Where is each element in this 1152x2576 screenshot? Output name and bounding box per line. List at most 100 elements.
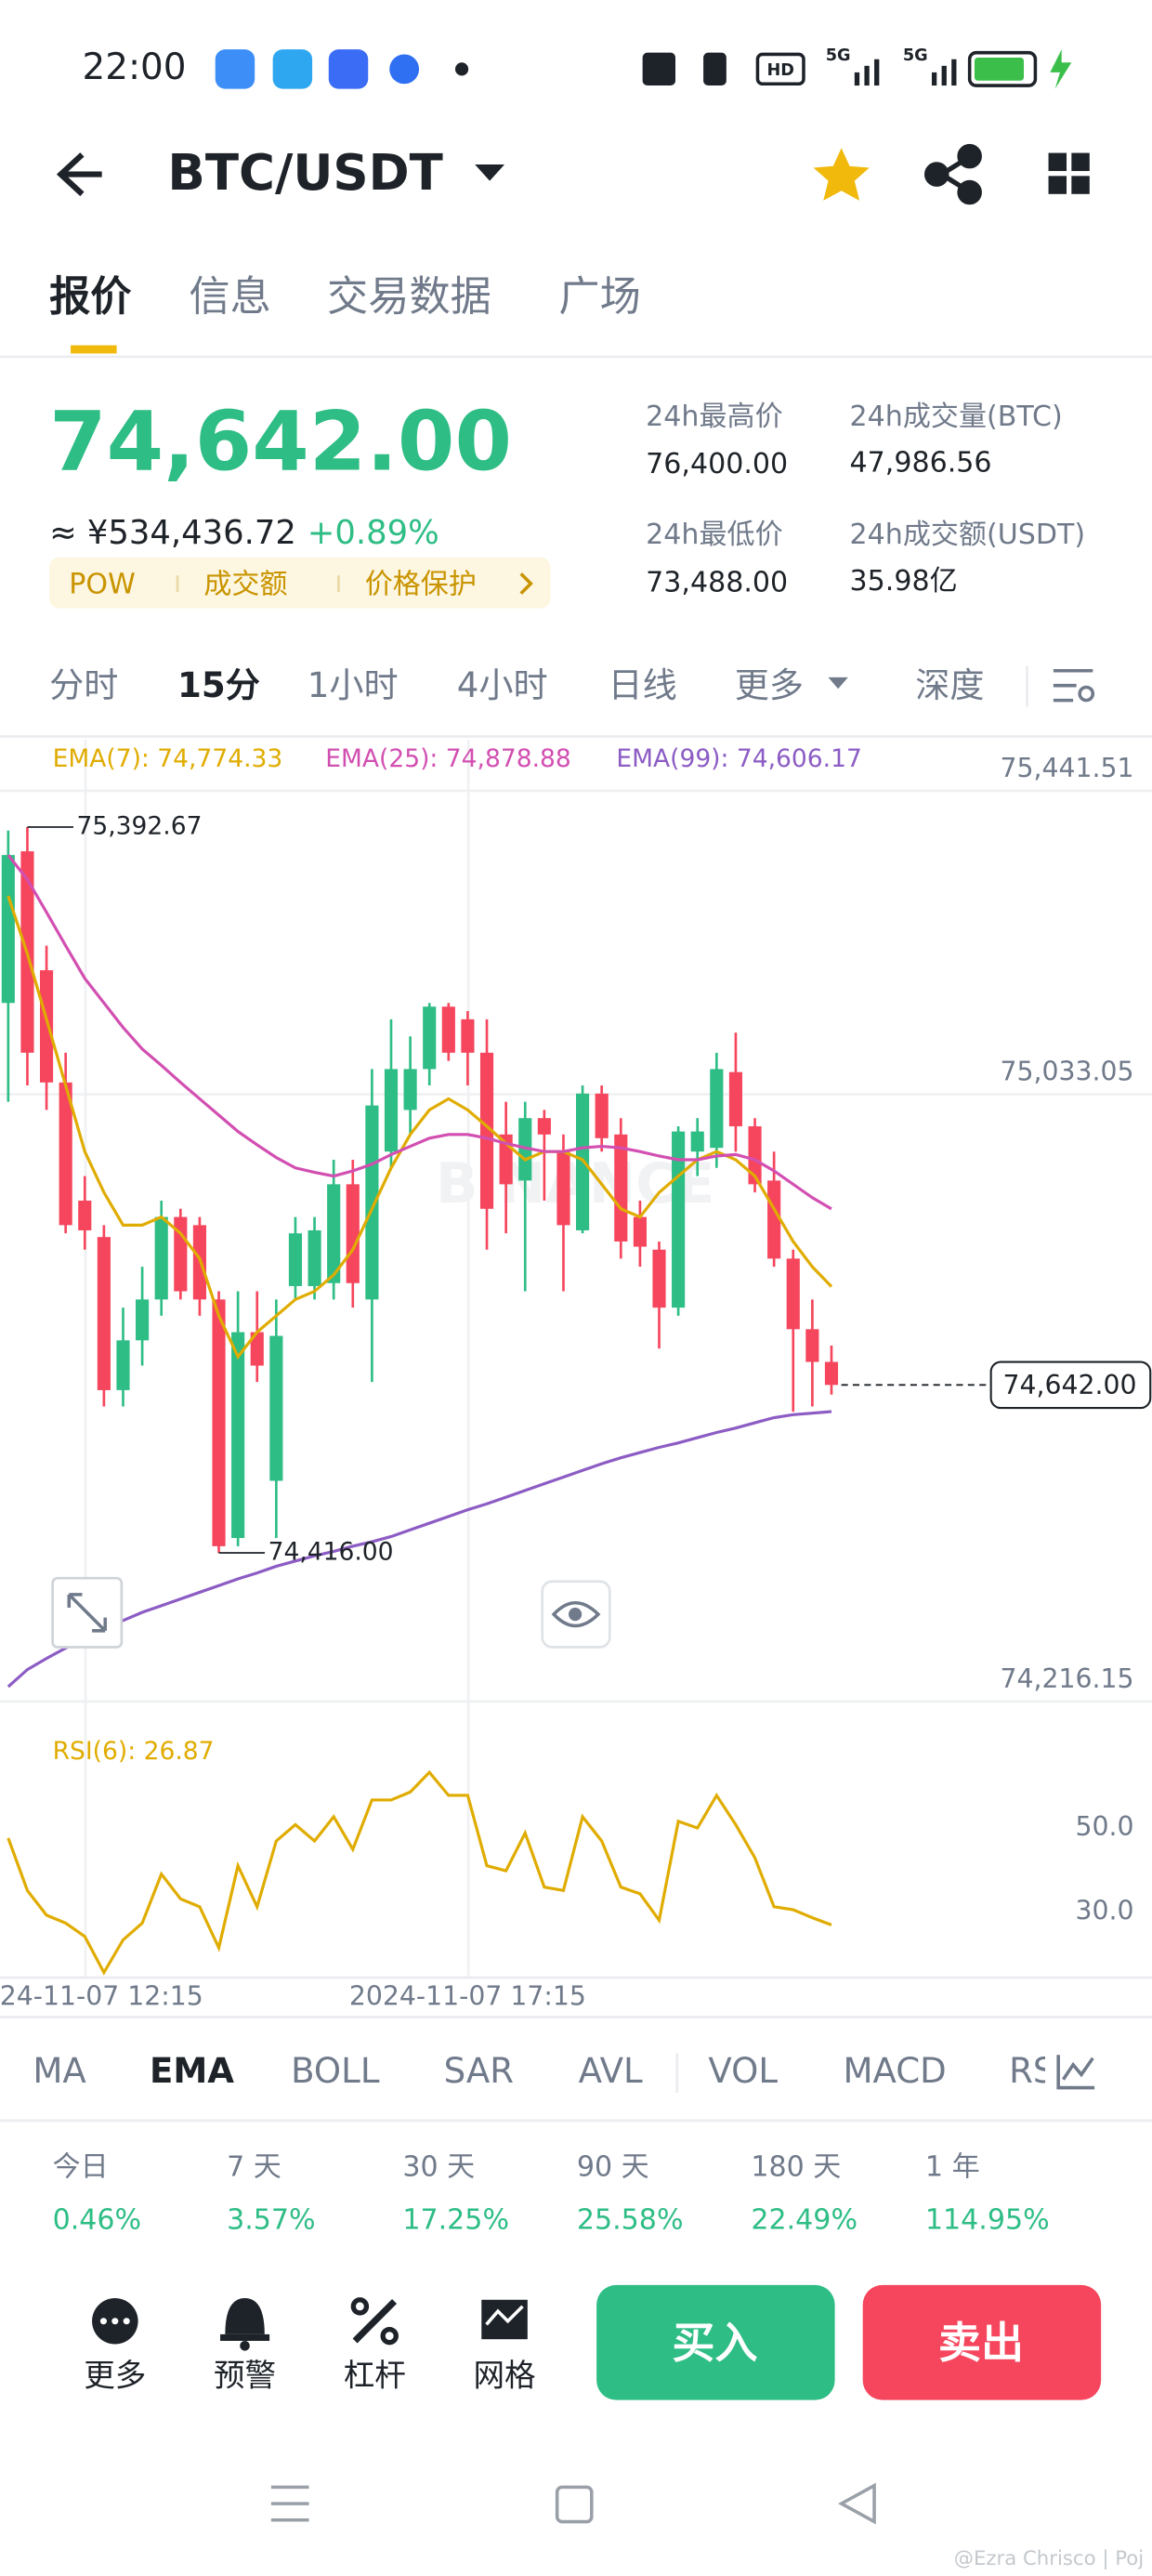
- action-label: 预警: [214, 2357, 276, 2393]
- tag: 价格保护: [365, 568, 477, 600]
- candle-body: [537, 1118, 551, 1135]
- candle-body: [652, 1249, 666, 1308]
- chart-settings[interactable]: [1053, 669, 1095, 703]
- action-more[interactable]: 更多: [84, 2297, 146, 2393]
- annotation-label: 75,392.67: [77, 811, 203, 840]
- tab[interactable]: 报价: [49, 273, 132, 321]
- back-button[interactable]: [56, 152, 102, 197]
- indicator-tab[interactable]: MA: [33, 2051, 86, 2091]
- interval[interactable]: 日线: [608, 665, 676, 705]
- candle-body: [461, 1019, 475, 1053]
- buy-button[interactable]: 买入: [596, 2284, 835, 2400]
- candle-body: [308, 1229, 321, 1286]
- nav-bar: [270, 2482, 876, 2525]
- period-label: 30 天: [402, 2151, 475, 2184]
- indicator-tab[interactable]: BOLL: [291, 2051, 380, 2091]
- interval[interactable]: 分时: [49, 665, 118, 705]
- status-hd: HD: [766, 61, 793, 80]
- performance-row: 今日 0.46% 7 天 3.57% 30 天 17.25% 90 天 25.58% 180 天…: [53, 2151, 1050, 2237]
- candle-body: [250, 1332, 264, 1366]
- candle-body: [327, 1184, 341, 1283]
- candle-body: [116, 1340, 130, 1390]
- candle-body: [672, 1131, 686, 1308]
- fullscreen-button[interactable]: [51, 1576, 124, 1649]
- candle-body: [365, 1105, 379, 1300]
- status-app-icons: [215, 49, 469, 89]
- interval[interactable]: 15分: [177, 665, 260, 705]
- candle-body: [710, 1069, 724, 1149]
- buy-label: 买入: [672, 2318, 757, 2368]
- candle-body: [231, 1332, 245, 1539]
- price-chart: 74,216.1575,033.0575,441.51BINANCEEMA(7)…: [0, 740, 1152, 1978]
- indicator-tab[interactable]: RSI: [1009, 2051, 1065, 2091]
- candle-body: [748, 1125, 762, 1185]
- period-label: 今日: [53, 2151, 109, 2184]
- share-button[interactable]: [924, 143, 982, 205]
- layout-button[interactable]: [1048, 152, 1090, 194]
- action-grid[interactable]: 网格: [473, 2299, 536, 2394]
- interval[interactable]: 更多: [735, 665, 804, 705]
- candle-body: [59, 1082, 72, 1226]
- ema-line: [7, 1410, 832, 1689]
- indicator-tab[interactable]: EMA: [150, 2051, 234, 2091]
- candle-body: [556, 1151, 570, 1226]
- candle-body: [269, 1335, 283, 1481]
- candle-body: [288, 1233, 303, 1286]
- status-5g: 5G: [903, 46, 928, 65]
- pair-dropdown[interactable]: [475, 164, 505, 181]
- candle-body: [824, 1361, 839, 1386]
- period-change: 22.49%: [751, 2203, 857, 2236]
- visibility-button[interactable]: [541, 1580, 611, 1649]
- y-tick-label: 50.0: [1076, 1811, 1134, 1842]
- status-system-icons: HD 5G 5G: [642, 46, 1072, 89]
- legend-entry: EMA(99): 74,606.17: [616, 744, 862, 773]
- candle-body: [479, 1052, 494, 1209]
- sell-button[interactable]: 卖出: [862, 2284, 1102, 2400]
- indicator-tab[interactable]: MACD: [843, 2051, 946, 2091]
- favorite-star[interactable]: [813, 148, 870, 201]
- stat-label: 24h成交量(BTC): [850, 401, 1063, 433]
- candle-body: [614, 1134, 628, 1242]
- candle-body: [786, 1258, 800, 1330]
- interval[interactable]: 1小时: [308, 665, 399, 705]
- action-leverage[interactable]: 杠杆: [344, 2297, 406, 2394]
- y-tick-label: 75,033.05: [1001, 1057, 1134, 1087]
- y-tick-label: 74,216.15: [1001, 1663, 1134, 1694]
- period-label: 1 年: [925, 2151, 980, 2184]
- tab[interactable]: 信息: [189, 273, 270, 321]
- candle-body: [690, 1131, 704, 1152]
- tag-bar[interactable]: [49, 557, 551, 609]
- legend-entry: RSI(6): 26.87: [53, 1737, 215, 1766]
- indicator-tab[interactable]: AVL: [579, 2051, 643, 2091]
- period-change: 25.58%: [577, 2203, 684, 2236]
- stat-value: 76,400.00: [646, 448, 788, 480]
- pair-title[interactable]: BTC/USDT: [167, 144, 442, 202]
- interval[interactable]: 4小时: [457, 665, 548, 705]
- rsi-line: [7, 1769, 832, 1976]
- sell-label: 卖出: [938, 2318, 1024, 2368]
- current-price-box: [989, 1360, 1152, 1410]
- candle-body: [1, 855, 15, 1004]
- candle-body: [805, 1329, 819, 1362]
- candle-body: [767, 1180, 781, 1259]
- period-label: 7 天: [227, 2151, 281, 2184]
- tab[interactable]: 交易数据: [327, 273, 491, 321]
- candle-body: [403, 1069, 417, 1111]
- candle-body: [633, 1216, 647, 1247]
- interval[interactable]: 深度: [915, 665, 984, 705]
- tab[interactable]: 广场: [558, 273, 640, 321]
- y-tick-label: 75,441.51: [1001, 753, 1134, 783]
- indicator-settings[interactable]: [1056, 2055, 1095, 2090]
- tag: 成交额: [203, 568, 287, 600]
- x-tick-label: 2024-11-07 12:15: [0, 1980, 203, 2011]
- nav-back[interactable]: [838, 2482, 876, 2525]
- action-alert[interactable]: 预警: [214, 2297, 276, 2393]
- nav-home[interactable]: [555, 2485, 594, 2524]
- indicator-tab[interactable]: SAR: [444, 2051, 514, 2091]
- nav-menu[interactable]: [270, 2485, 309, 2522]
- indicator-tab[interactable]: VOL: [708, 2051, 778, 2091]
- action-label: 更多: [84, 2357, 146, 2393]
- stat-label: 24h最低价: [646, 519, 782, 551]
